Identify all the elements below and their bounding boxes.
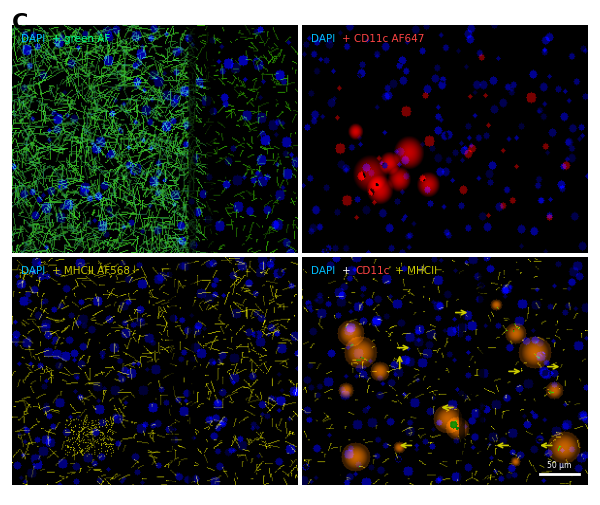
Text: + MHCII: + MHCII (392, 266, 437, 276)
Text: 50 μm: 50 μm (547, 461, 572, 470)
Text: DAPI: DAPI (311, 34, 335, 44)
Text: C: C (12, 13, 28, 33)
Text: DAPI: DAPI (20, 34, 45, 44)
Text: + MHCII AF568: + MHCII AF568 (52, 266, 130, 276)
Text: +: + (343, 266, 354, 276)
Text: + CD11c AF647: + CD11c AF647 (343, 34, 425, 44)
Text: CD11c: CD11c (355, 266, 389, 276)
Text: DAPI: DAPI (311, 266, 335, 276)
Text: + green AF: + green AF (52, 34, 110, 44)
Text: DAPI: DAPI (20, 266, 45, 276)
